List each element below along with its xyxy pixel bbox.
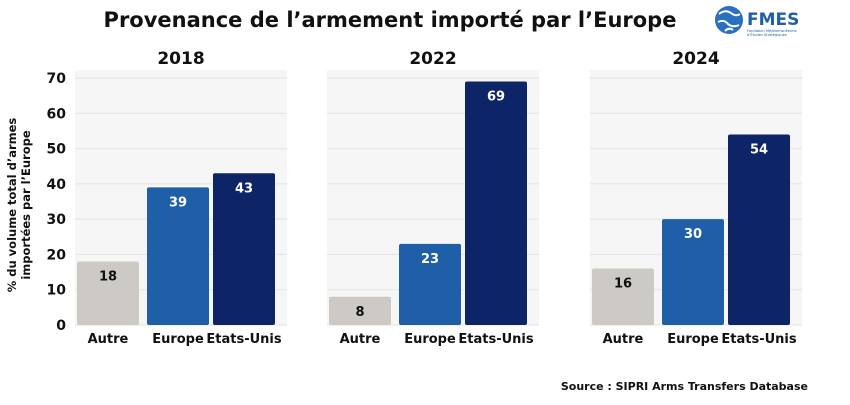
panel-year-title: 2024 [672,49,719,69]
bar-value-label: 43 [235,181,253,196]
bar-value-label: 18 [99,269,117,284]
logo-name: FMES [747,10,799,30]
y-tick-label: 0 [56,318,66,334]
bar-value-label: 16 [614,277,632,292]
logo-subtitle-line: d’Études Stratégiques [747,32,787,37]
category-label: Europe [404,332,456,347]
bar [662,219,724,325]
category-label: Autre [88,332,129,347]
y-tick-label: 30 [47,212,67,228]
panel-2024: 2024 16 Autre 30 Europe 54 Etats-Unis [590,49,802,347]
y-tick-label: 10 [47,283,67,299]
source-note: Source : SIPRI Arms Transfers Database [561,380,808,393]
category-label: Etats-Unis [721,332,796,347]
bar [329,296,391,325]
category-label: Etats-Unis [206,332,281,347]
category-label: Autre [340,332,381,347]
globe-continents-icon [717,10,741,32]
bar [147,187,209,325]
bar [728,134,790,325]
y-tick-label: 40 [47,177,67,193]
bar [213,173,275,325]
chart-panels: 2018 18 Autre 39 Europe 43 Etats-Unis 2022 8 Autr… [75,49,802,347]
bar [399,243,461,325]
panel-2022: 2022 8 Autre 23 Europe 69 Etats-Unis [327,49,539,347]
bar-value-label: 8 [355,305,364,320]
bar-value-label: 30 [684,227,702,242]
y-tick-label: 70 [47,71,67,87]
bar-value-label: 39 [169,195,187,210]
fmes-logo: FMES Fondation Méditerranéenne d’Études … [715,6,799,37]
logo-subtitle-line: Fondation Méditerranéenne [747,29,797,33]
y-tick-label: 20 [47,247,67,263]
y-axis-label-line: importées par l’Europe [19,130,33,279]
category-label: Etats-Unis [458,332,533,347]
panel-year-title: 2022 [409,49,456,69]
category-label: Europe [152,332,204,347]
bar-value-label: 69 [487,90,505,105]
panel-year-title: 2018 [157,49,204,69]
y-tick-label: 60 [47,106,67,122]
globe-icon [715,6,743,34]
bar-value-label: 23 [421,252,439,267]
y-axis-label: % du volume total d’armes importées par … [5,118,33,293]
category-label: Autre [603,332,644,347]
panel-2018: 2018 18 Autre 39 Europe 43 Etats-Unis [75,49,287,347]
chart-title: Provenance de l’armement importé par l’E… [104,8,677,32]
category-label: Europe [667,332,719,347]
bar [592,268,654,325]
y-axis-label-line: % du volume total d’armes [5,118,19,293]
y-tick-label: 50 [47,142,67,158]
y-axis-ticks: 0 10 20 30 40 50 60 70 [47,71,67,334]
bar [77,261,139,325]
bar-value-label: 54 [750,142,768,157]
bar [465,81,527,326]
